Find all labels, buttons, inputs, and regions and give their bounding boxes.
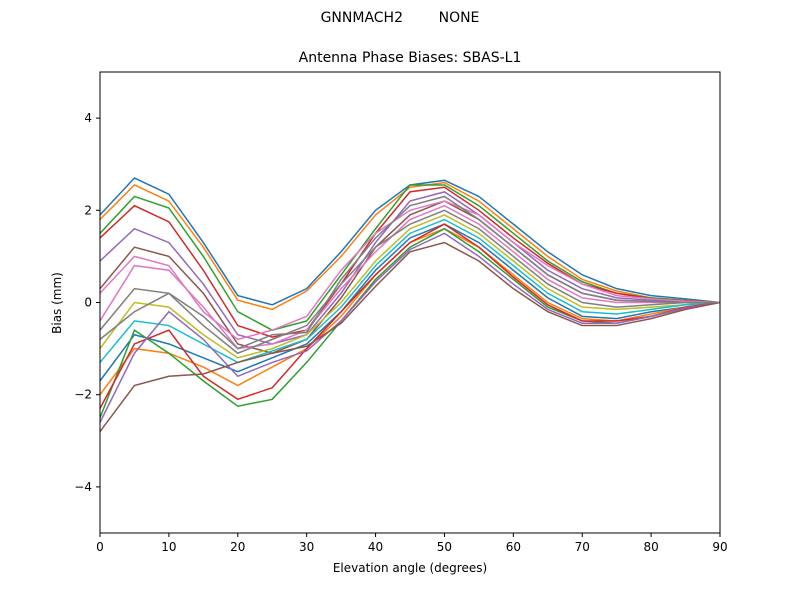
x-tick-label: 20 [230,540,245,554]
series-line-7 [99,204,720,350]
chart-title: Antenna Phase Biases: SBAS-L1 [298,50,522,66]
series-line-15 [99,232,721,423]
series-line-2 [99,181,721,311]
x-axis-label: Elevation angle (degrees) [332,561,488,575]
x-tick-label: 40 [368,540,383,554]
y-tick-label: 4 [84,111,92,125]
x-tick-label: 70 [575,540,590,554]
series-line-9 [99,214,721,359]
y-tick-label: −4 [74,480,92,494]
series-line-8 [99,209,720,355]
series-line-17 [99,200,721,341]
y-tick-label: 0 [84,296,92,310]
chart-suptitle: GNNMACH2 NONE [320,10,480,26]
x-tick-label: 10 [161,540,176,554]
series-line-12 [99,227,721,396]
y-tick-label: 2 [84,203,92,217]
series-line-14 [99,223,721,409]
x-tick-label: 30 [299,540,314,554]
series-line-4 [99,186,721,338]
x-tick-label: 0 [96,540,104,554]
x-tick-label: 50 [437,540,452,554]
x-tick-label: 90 [712,540,727,554]
y-axis-label: Bias (mm) [50,272,64,334]
x-tick-label: 80 [643,540,658,554]
series-line-10 [99,218,721,364]
y-tick-label: −2 [74,388,92,402]
series-line-16 [99,241,721,433]
series-line-18 [99,195,720,350]
series-line-5 [99,191,721,345]
x-tick-label: 60 [506,540,521,554]
series-line-11 [99,223,721,382]
